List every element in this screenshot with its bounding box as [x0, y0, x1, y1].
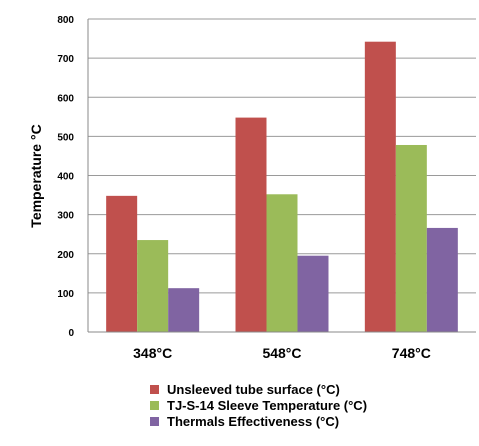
- y-tick-label: 800: [57, 15, 74, 26]
- bars: [106, 41, 458, 332]
- y-tick-label: 200: [57, 250, 74, 261]
- bar: [235, 117, 267, 332]
- x-category-labels: 348°C 548°C 748°C: [133, 345, 431, 361]
- legend-label: Thermals Effectiveness (°C): [167, 414, 339, 429]
- legend-swatch: [150, 385, 159, 394]
- bar: [364, 41, 396, 332]
- legend: Unsleeved tube surface (°C)TJ-S-14 Sleev…: [150, 382, 367, 429]
- y-tick-label: 300: [57, 211, 74, 222]
- bar: [266, 194, 298, 332]
- bar: [137, 240, 169, 332]
- legend-swatch: [150, 417, 159, 426]
- y-tick-labels: 0 100 200 300 400 500 600 700 800: [57, 15, 74, 339]
- y-tick-label: 700: [57, 54, 74, 65]
- y-tick-label: 500: [57, 132, 74, 143]
- legend-label: Unsleeved tube surface (°C): [167, 382, 340, 397]
- x-category-label: 548°C: [262, 345, 301, 361]
- y-tick-label: 600: [57, 93, 74, 104]
- x-category-label: 348°C: [133, 345, 172, 361]
- y-tick-label: 400: [57, 172, 74, 183]
- bar: [106, 195, 138, 332]
- y-tick-label: 100: [57, 289, 74, 300]
- bar: [297, 255, 329, 332]
- y-axis-label: Temperature °C: [28, 124, 44, 227]
- bar: [395, 144, 427, 332]
- bar: [168, 288, 200, 332]
- y-tick-label: 0: [68, 328, 74, 339]
- x-category-label: 748°C: [392, 345, 431, 361]
- bar: [426, 227, 458, 332]
- legend-label: TJ-S-14 Sleeve Temperature (°C): [167, 398, 367, 413]
- legend-swatch: [150, 401, 159, 410]
